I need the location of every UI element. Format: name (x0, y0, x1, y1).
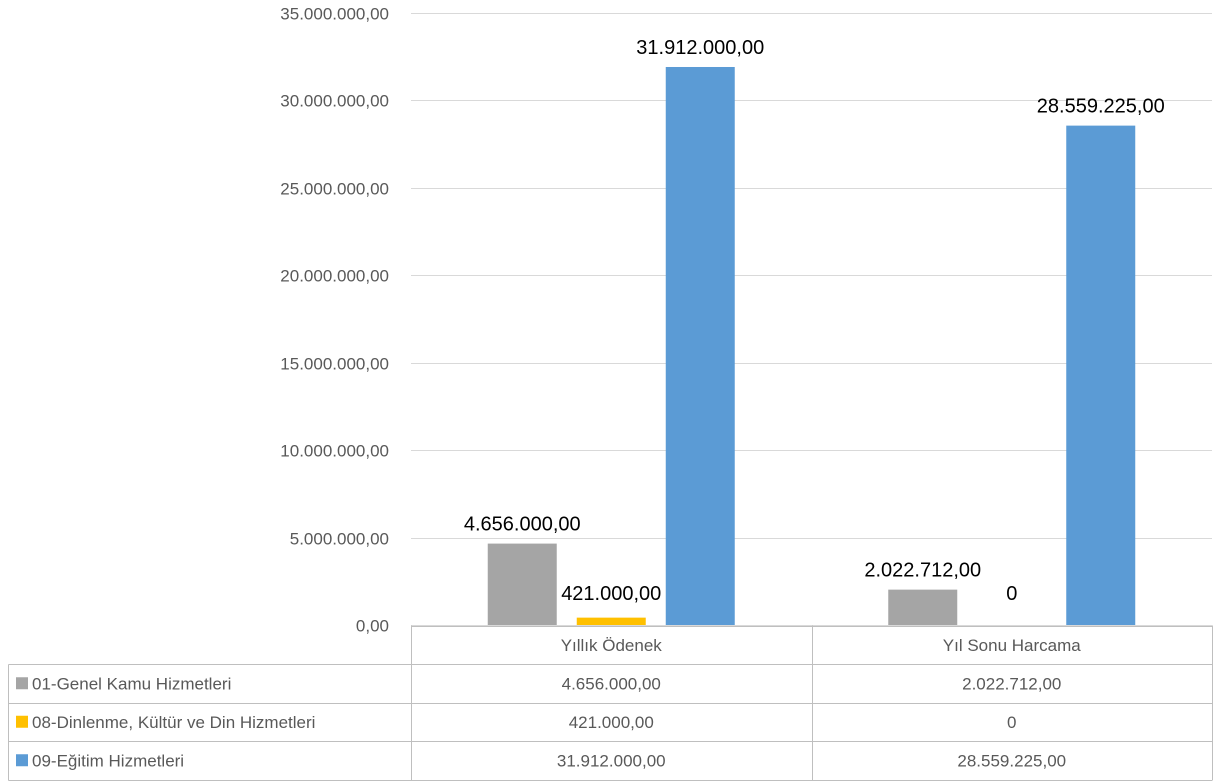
data-labels: 4.656.000,00 421.000,00 31.912.000,00 2.022… (464, 37, 1165, 605)
table-cell-value: 31.912.000,00 (557, 751, 666, 770)
legend-key (16, 677, 28, 690)
y-axis: 0,00 5.000.000,00 10.000.000,00 15.000.000,… (280, 5, 389, 636)
legend-label: 09-Eğitim Hizmetleri (32, 751, 184, 770)
y-tick-label: 25.000.000,00 (280, 180, 389, 199)
bar (665, 66, 735, 625)
y-tick-label: 15.000.000,00 (280, 355, 389, 374)
data-label: 0 (1006, 583, 1017, 605)
bar (487, 543, 557, 625)
table-cell-value: 4.656.000,00 (562, 674, 661, 693)
y-tick-label: 20.000.000,00 (280, 267, 389, 286)
table-cell-value: 421.000,00 (569, 713, 654, 732)
bar (576, 617, 646, 625)
legend-label: 08-Dinlenme, Kültür ve Din Hizmetleri (32, 713, 315, 732)
data-label: 4.656.000,00 (464, 514, 581, 536)
data-label: 421.000,00 (561, 583, 661, 605)
table-cell-value: 2.022.712,00 (962, 674, 1061, 693)
bar (888, 589, 958, 625)
y-tick-label: 30.000.000,00 (280, 92, 389, 111)
bars (487, 66, 1136, 625)
y-tick-label: 0,00 (356, 617, 389, 636)
y-tick-label: 35.000.000,00 (280, 5, 389, 24)
gridlines (411, 13, 1212, 626)
data-label: 2.022.712,00 (864, 560, 981, 582)
data-table: Yıllık Ödenek Yıl Sonu Harcama 01-Genel Ka… (8, 625, 1213, 781)
data-label: 31.912.000,00 (636, 37, 764, 59)
table-cell-value: 0 (1007, 713, 1016, 732)
legend-label: 01-Genel Kamu Hizmetleri (32, 674, 231, 693)
y-tick-label: 5.000.000,00 (290, 530, 389, 549)
x-category-label: Yıl Sonu Harcama (943, 636, 1081, 655)
table-cell-value: 28.559.225,00 (957, 751, 1066, 770)
data-label: 28.559.225,00 (1037, 96, 1165, 118)
legend-key (16, 715, 28, 728)
x-category-label: Yıllık Ödenek (561, 636, 663, 655)
bar (1066, 125, 1136, 625)
y-tick-label: 10.000.000,00 (280, 442, 389, 461)
legend-key (16, 754, 28, 767)
